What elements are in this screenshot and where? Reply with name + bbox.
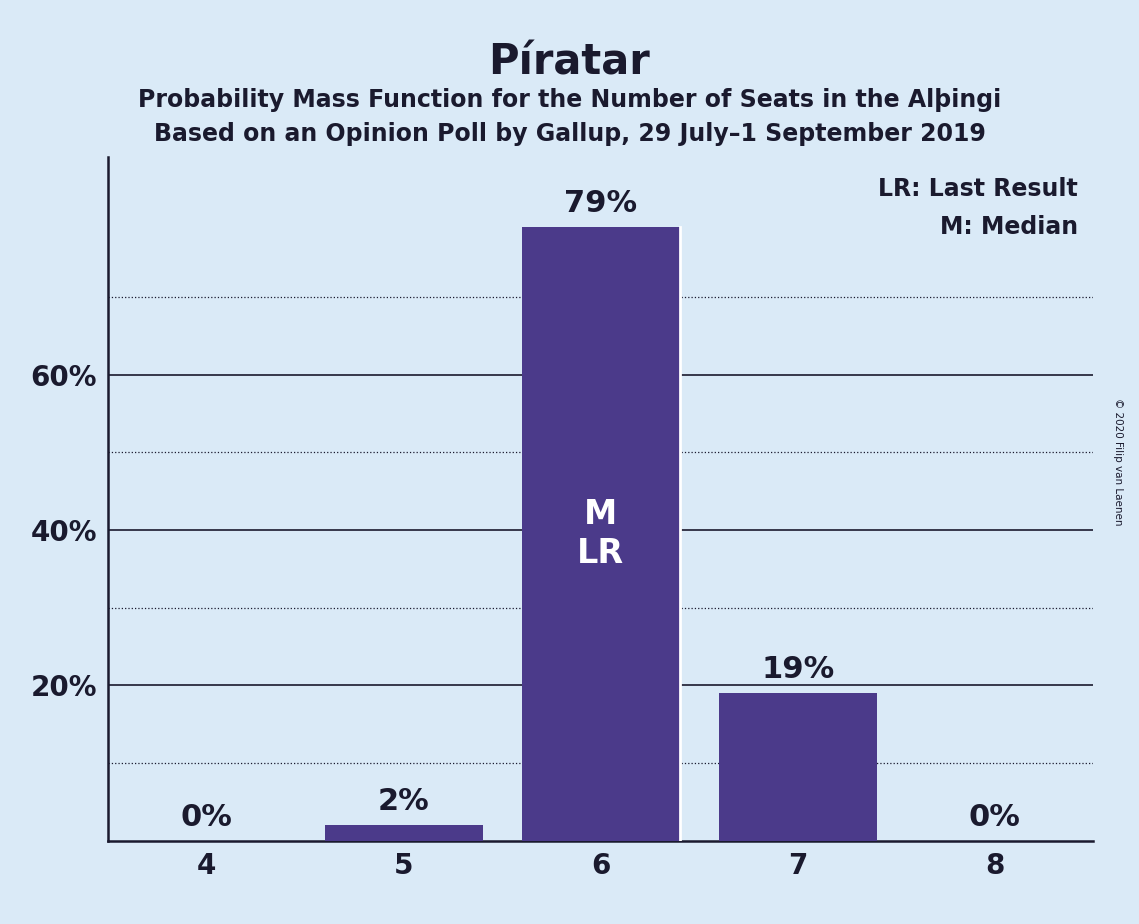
Text: 2%: 2% [378,787,429,816]
Text: 0%: 0% [181,803,232,832]
Text: M: M [584,498,617,531]
Bar [325,825,483,841]
Text: © 2020 Filip van Laenen: © 2020 Filip van Laenen [1114,398,1123,526]
Text: LR: LR [577,537,624,570]
Text: LR: Last Result: LR: Last Result [878,176,1077,201]
Bar [719,693,877,841]
Text: 79%: 79% [564,188,638,218]
Bar [522,227,680,841]
Text: Píratar: Píratar [489,42,650,83]
Text: Probability Mass Function for the Number of Seats in the Alþingi: Probability Mass Function for the Number… [138,88,1001,112]
Text: Based on an Opinion Poll by Gallup, 29 July–1 September 2019: Based on an Opinion Poll by Gallup, 29 J… [154,122,985,146]
Text: 0%: 0% [969,803,1021,832]
Text: 19%: 19% [761,655,835,684]
Text: M: Median: M: Median [940,215,1077,239]
